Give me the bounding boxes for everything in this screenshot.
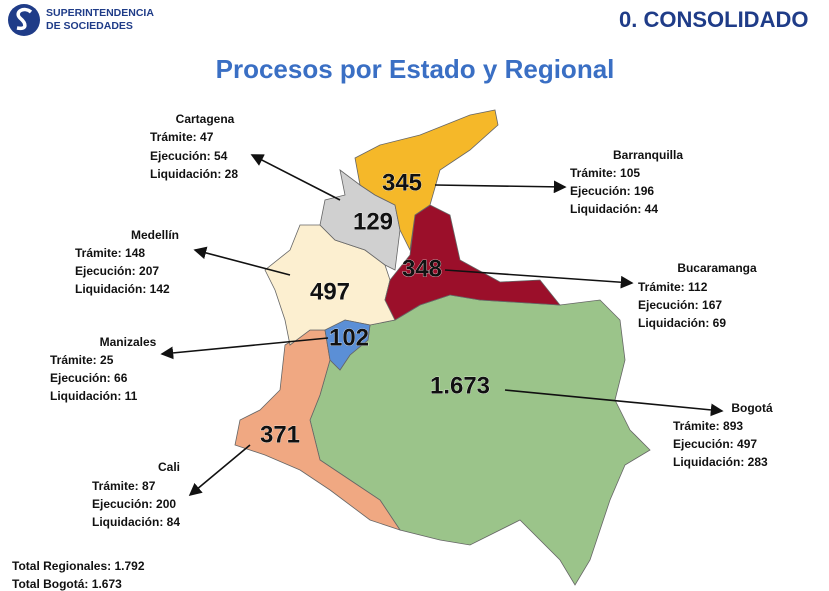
arrow: [434, 180, 567, 194]
region-line: Trámite: 112: [638, 280, 708, 294]
region-line: Ejecución: 167: [638, 298, 722, 312]
logo-text: SUPERINTENDENCIA: [46, 7, 154, 19]
region-total: 1.673: [430, 372, 490, 399]
section-title: 0. CONSOLIDADO: [619, 7, 808, 32]
region-line: Trámite: 87: [92, 479, 156, 493]
region-name: Cartagena: [176, 112, 235, 126]
region-bucaramanga: [384, 204, 561, 321]
region-total: 345: [382, 169, 422, 196]
region-total: 497: [310, 278, 350, 305]
region-name: Barranquilla: [613, 148, 683, 162]
region-line: Ejecución: 196: [570, 184, 654, 198]
region-manizales: [324, 319, 371, 371]
region-total: 129: [353, 208, 393, 235]
region-line: Liquidación: 28: [150, 167, 238, 181]
region-total: 371: [260, 421, 300, 448]
region-line: Trámite: 893: [673, 419, 743, 433]
region-name: Bucaramanga: [677, 261, 757, 275]
logo-mark: [16, 7, 33, 31]
map: [234, 109, 651, 586]
total-line: Total Regionales: 1.792: [12, 559, 145, 573]
arrow: [160, 337, 329, 360]
region-line: Ejecución: 497: [673, 437, 757, 451]
arrow: [188, 444, 251, 497]
region-name: Manizales: [100, 335, 157, 349]
region-name: Cali: [158, 460, 180, 474]
region-line: Liquidación: 11: [50, 389, 138, 403]
region-line: Ejecución: 200: [92, 497, 176, 511]
logo-text: DE SOCIEDADES: [46, 20, 133, 32]
region-line: Liquidación: 283: [673, 455, 768, 469]
region-line: Liquidación: 84: [92, 515, 180, 529]
total-line: Total Bogotá: 1.673: [12, 577, 122, 591]
slide-title: Procesos por Estado y Regional: [216, 54, 615, 84]
region-total: 102: [329, 324, 369, 351]
region-line: Ejecución: 207: [75, 264, 159, 278]
region-line: Ejecución: 66: [50, 371, 128, 385]
arrow: [504, 389, 724, 417]
region-line: Trámite: 25: [50, 353, 114, 367]
region-line: Liquidación: 142: [75, 282, 170, 296]
region-name: Medellín: [131, 228, 179, 242]
region-line: Trámite: 148: [75, 246, 145, 260]
arrow: [250, 154, 341, 201]
region-barranquilla: [354, 109, 499, 252]
region-line: Liquidación: 44: [570, 202, 658, 216]
arrow: [444, 269, 634, 289]
arrow: [193, 246, 291, 276]
region-total: 348: [402, 255, 442, 282]
region-line: Trámite: 47: [150, 130, 214, 144]
region-line: Trámite: 105: [570, 166, 640, 180]
region-line: Ejecución: 54: [150, 149, 228, 163]
region-name: Bogotá: [731, 401, 773, 415]
region-line: Liquidación: 69: [638, 316, 726, 330]
